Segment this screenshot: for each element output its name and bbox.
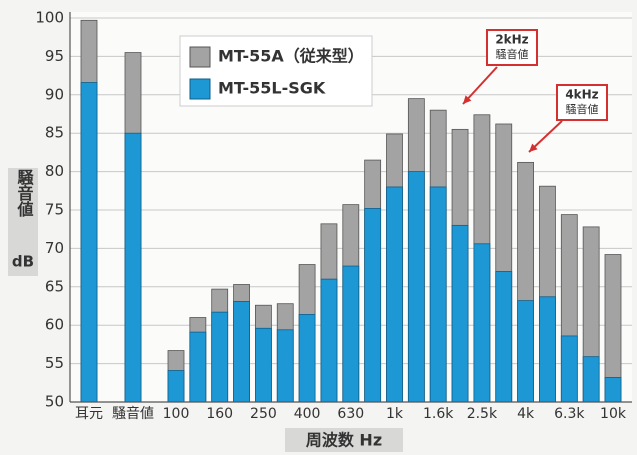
- legend-label: MT-55L-SGK: [218, 79, 326, 98]
- annotation-box: [486, 29, 538, 66]
- x-tick-label: 4k: [517, 406, 535, 422]
- bar: [473, 243, 491, 403]
- bar: [211, 311, 229, 403]
- y-tick-label: 50: [45, 393, 64, 411]
- bar: [539, 296, 556, 403]
- y-label-box: [8, 168, 38, 276]
- annotation-text: 騒音値: [496, 47, 529, 61]
- x-tick-label: 2.5k: [467, 406, 498, 422]
- x-tick-label: 160: [206, 406, 233, 422]
- bar: [298, 314, 316, 403]
- x-tick-label: 耳元: [75, 406, 103, 422]
- annotation-text: 騒音値: [566, 102, 599, 116]
- bar: [517, 300, 534, 403]
- bar: [124, 132, 142, 403]
- y-tick-label: 75: [45, 201, 64, 219]
- y-tick-label: 95: [45, 47, 64, 65]
- bar: [386, 186, 403, 403]
- bar: [604, 377, 622, 403]
- y-tick-label: 80: [45, 162, 64, 180]
- bar: [233, 300, 250, 403]
- bar: [276, 329, 294, 403]
- bar: [495, 271, 513, 403]
- x-tick-label: 100: [163, 406, 190, 422]
- bar: [80, 82, 98, 403]
- y-tick-label: 60: [45, 316, 64, 334]
- annotation-box: [556, 84, 608, 121]
- x-label: 周波数 Hz: [306, 431, 382, 450]
- bar: [429, 186, 447, 403]
- legend-swatch: [189, 46, 211, 68]
- bar: [167, 370, 185, 403]
- y-unit: dB: [12, 253, 34, 271]
- y-tick-label: 100: [35, 9, 64, 27]
- annotation-arrow: [462, 66, 498, 105]
- x-tick-label: 騒音値: [112, 405, 154, 422]
- y-tick-label: 55: [45, 354, 64, 372]
- bar: [320, 278, 338, 403]
- x-tick-label: 400: [294, 406, 321, 422]
- y-tick-label: 85: [45, 124, 64, 142]
- y-tick-label: 90: [45, 85, 64, 103]
- bar: [342, 265, 360, 403]
- x-label-box: [285, 428, 403, 452]
- legend-swatch: [189, 78, 211, 100]
- legend-items: MT-55A（従来型） MT-55L-SGK: [189, 46, 364, 100]
- bar: [582, 356, 600, 403]
- annotation-text: 4kHz: [565, 88, 598, 102]
- y-tick-label: 65: [45, 277, 64, 295]
- bar: [364, 208, 382, 403]
- bar: [407, 171, 425, 403]
- bar: [451, 224, 469, 403]
- x-tick-label: 250: [250, 406, 277, 422]
- legend-label: MT-55A（従来型）: [218, 47, 364, 66]
- bar: [254, 327, 272, 403]
- bars: [80, 19, 622, 403]
- bar: [189, 331, 207, 403]
- y-tick-label: 70: [45, 239, 64, 257]
- x-tick-label: 630: [337, 406, 364, 422]
- y-label: 騒音値: [15, 169, 35, 218]
- arrow-head: [529, 143, 538, 152]
- x-tick-label: 1.6k: [423, 406, 454, 422]
- x-tick-label: 1k: [386, 406, 404, 422]
- arrow-head: [463, 95, 472, 104]
- legend: [179, 35, 373, 107]
- x-tick-label: 6.3k: [554, 406, 585, 422]
- bar: [560, 335, 578, 403]
- annotation-text: 2kHz: [495, 33, 528, 47]
- x-tick-label: 10k: [600, 406, 627, 422]
